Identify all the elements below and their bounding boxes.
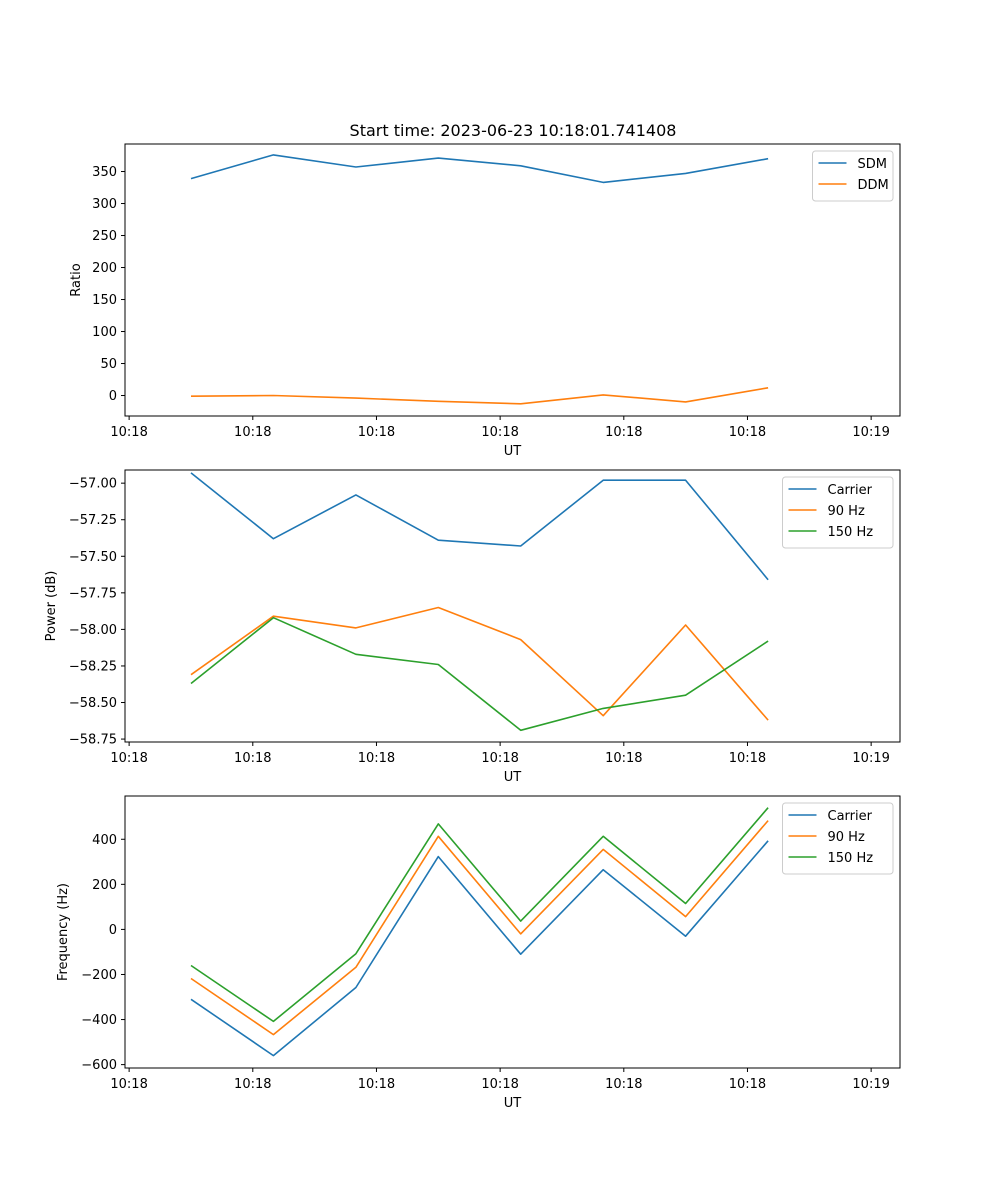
panel-1: 10:18 10:18 10:18 10:18 10:18 10:18 10:19 0 50 10… xyxy=(69,143,901,459)
x-tick-label: 10:18 xyxy=(110,425,147,440)
y-tick-label: −58.00 xyxy=(69,623,117,638)
panels: 10:18 10:18 10:18 10:18 10:18 10:18 10:19 0 50 10… xyxy=(44,143,901,1111)
y-tick-label: 200 xyxy=(92,261,117,276)
x-tick-label: 10:18 xyxy=(234,751,271,766)
figure-title: Start time: 2023-06-23 10:18:01.741408 xyxy=(350,121,677,140)
x-tick-label: 10:18 xyxy=(110,751,147,766)
y-tick-label: −57.75 xyxy=(69,586,117,601)
x-tick-label: 10:19 xyxy=(852,751,889,766)
x-tick-label: 10:18 xyxy=(234,1077,271,1092)
x-tick-label: 10:18 xyxy=(110,1077,147,1092)
x-tick-label: 10:18 xyxy=(729,751,766,766)
x-tick-label: 10:18 xyxy=(358,751,395,766)
x-axis-label: UT xyxy=(504,444,522,459)
plot-frame xyxy=(124,469,901,743)
y-tick-label: 300 xyxy=(92,197,117,212)
legend: SDM DDM xyxy=(812,150,894,202)
legend-label: Carrier xyxy=(828,809,873,824)
x-tick-label: 10:18 xyxy=(729,425,766,440)
legend-label: DDM xyxy=(858,178,889,193)
x-tick-label: 10:18 xyxy=(605,1077,642,1092)
x-tick-label: 10:18 xyxy=(481,425,518,440)
x-tick-label: 10:18 xyxy=(234,425,271,440)
y-tick-label: 350 xyxy=(92,165,117,180)
y-axis-label: Ratio xyxy=(69,263,84,296)
series-line-150-hz xyxy=(190,807,769,1023)
plot-frame xyxy=(124,143,901,417)
series-line-sdm xyxy=(190,154,769,184)
y-axis-label: Power (dB) xyxy=(44,571,59,642)
y-tick-label: −200 xyxy=(81,968,117,983)
legend-label: SDM xyxy=(858,157,887,172)
legend: Carrier 90 Hz 150 Hz xyxy=(782,476,894,549)
legend-label: 150 Hz xyxy=(828,525,874,540)
x-axis-label: UT xyxy=(504,770,522,785)
x-tick-label: 10:18 xyxy=(358,425,395,440)
y-tick-label: −58.50 xyxy=(69,696,117,711)
x-tick-label: 10:18 xyxy=(605,425,642,440)
y-tick-label: 250 xyxy=(92,229,117,244)
y-tick-label: −57.25 xyxy=(69,513,117,528)
y-tick-label: −400 xyxy=(81,1013,117,1028)
legend-label: 90 Hz xyxy=(828,504,865,519)
x-tick-label: 10:18 xyxy=(729,1077,766,1092)
y-axis-label: Frequency (Hz) xyxy=(56,883,71,981)
series-line-ddm xyxy=(190,387,769,405)
y-tick-label: 0 xyxy=(109,923,117,938)
y-tick-label: 400 xyxy=(92,833,117,848)
x-tick-label: 10:18 xyxy=(481,1077,518,1092)
panel-2: 10:18 10:18 10:18 10:18 10:18 10:18 10:19 −57.0… xyxy=(44,469,901,785)
x-tick-label: 10:18 xyxy=(605,751,642,766)
legend: Carrier 90 Hz 150 Hz xyxy=(782,802,894,875)
series-line-90-hz xyxy=(190,606,769,721)
plot-frame xyxy=(124,795,901,1069)
x-axis-label: UT xyxy=(504,1096,522,1111)
y-tick-label: 50 xyxy=(100,357,117,372)
series-line-carrier xyxy=(190,840,769,1057)
x-tick-label: 10:19 xyxy=(852,1077,889,1092)
y-tick-label: −57.50 xyxy=(69,550,117,565)
y-tick-label: −58.25 xyxy=(69,659,117,674)
y-tick-label: −57.00 xyxy=(69,477,117,492)
y-tick-label: 200 xyxy=(92,878,117,893)
y-tick-label: 150 xyxy=(92,293,117,308)
x-tick-label: 10:18 xyxy=(481,751,518,766)
y-tick-label: −58.75 xyxy=(69,733,117,748)
y-tick-label: 0 xyxy=(109,389,117,404)
series-line-150-hz xyxy=(190,616,769,732)
series-line-carrier xyxy=(190,472,769,581)
y-tick-label: −600 xyxy=(81,1058,117,1073)
legend-label: 150 Hz xyxy=(828,851,874,866)
x-tick-label: 10:18 xyxy=(358,1077,395,1092)
series-line-90-hz xyxy=(190,820,769,1036)
legend-label: 90 Hz xyxy=(828,830,865,845)
x-tick-label: 10:19 xyxy=(852,425,889,440)
y-tick-label: 100 xyxy=(92,325,117,340)
panel-3: 10:18 10:18 10:18 10:18 10:18 10:18 10:19 −600 −… xyxy=(56,795,901,1111)
legend-label: Carrier xyxy=(828,483,873,498)
